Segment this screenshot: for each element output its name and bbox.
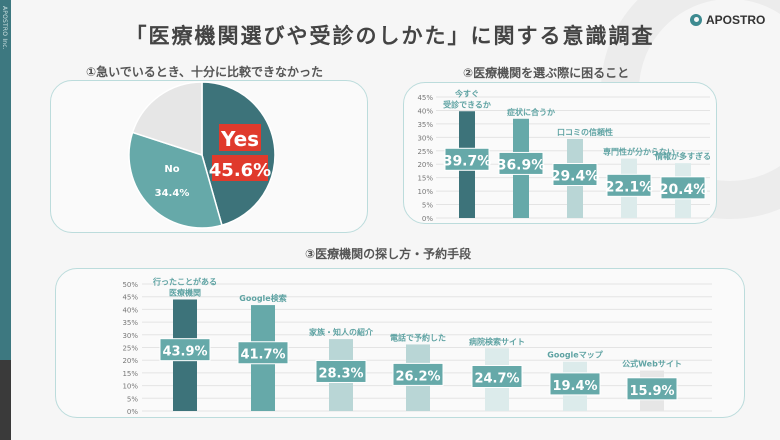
value-label-bg — [626, 377, 678, 401]
value-label-bg — [159, 338, 211, 362]
yes-value-bg — [212, 155, 268, 181]
value-label: 26.2% — [395, 369, 440, 384]
y-tick-label: 0% — [422, 215, 433, 223]
value-label: 41.7% — [240, 348, 285, 363]
value-label: 22.1% — [605, 179, 654, 195]
y-tick-label: 20% — [122, 357, 138, 365]
category-label: 専門性が分からない — [603, 147, 675, 157]
category-label: 今すぐ — [454, 88, 479, 98]
y-tick-label: 40% — [122, 306, 138, 314]
y-tick-label: 40% — [417, 107, 433, 115]
category-label: Google検索 — [239, 293, 286, 303]
category-label: 医療機関 — [169, 287, 201, 297]
value-label-bg — [498, 151, 544, 175]
value-label-bg — [606, 173, 652, 197]
sidebar-stripe — [0, 0, 11, 360]
value-label-bg — [660, 176, 706, 200]
pie-value-yes: 45.6% — [209, 160, 271, 181]
category-label: 症状に合うか — [507, 107, 555, 117]
y-tick-label: 20% — [417, 161, 433, 169]
pie-slice — [131, 81, 203, 157]
y-tick-label: 50% — [122, 281, 138, 289]
category-label: 家族・知人の紹介 — [309, 327, 374, 337]
value-label-bg — [471, 364, 523, 388]
y-tick-label: 0% — [127, 408, 138, 416]
pie-label-no: No — [164, 164, 179, 175]
chart2-title: ②医療機関を選ぶ際に困ること — [463, 66, 630, 80]
value-label-bg — [552, 163, 598, 187]
category-label: 公式Webサイト — [622, 359, 682, 369]
y-tick-label: 25% — [417, 148, 433, 156]
value-label: 36.9% — [497, 157, 546, 173]
company-vertical-text: APOSTRO Inc. — [1, 6, 8, 50]
yes-label-bg — [219, 124, 261, 151]
category-label: 口コミの信頼性 — [557, 127, 613, 137]
category-label: 病院検索サイト — [469, 336, 525, 346]
logo-icon — [690, 14, 702, 26]
value-label: 43.9% — [162, 345, 207, 360]
y-tick-label: 35% — [417, 121, 433, 129]
page-title: 「医療機関選びや受診のしかた」に関する意識調査 — [125, 24, 655, 48]
y-tick-label: 35% — [122, 319, 138, 327]
pie-slice — [201, 81, 276, 227]
value-label: 39.7% — [443, 153, 492, 169]
y-tick-label: 10% — [417, 188, 433, 196]
value-label: 15.9% — [629, 384, 674, 399]
y-tick-label: 15% — [122, 370, 138, 378]
value-label: 28.3% — [318, 366, 363, 381]
value-label-bg — [444, 147, 490, 171]
value-label: 19.4% — [552, 379, 597, 394]
value-label-bg — [549, 372, 601, 396]
y-tick-label: 30% — [417, 134, 433, 142]
category-label: 電話で予約した — [390, 332, 446, 342]
logo-text: APOSTRO — [706, 13, 766, 27]
category-label: 行ったことがある — [152, 276, 217, 286]
category-label: Googleマップ — [547, 350, 603, 360]
value-label: 20.4% — [659, 182, 708, 198]
y-tick-label: 5% — [422, 202, 433, 210]
chart3-title: ③医療機関の探し方・予約手段 — [305, 247, 472, 261]
y-tick-label: 45% — [122, 294, 138, 302]
category-label: 受診できるか — [443, 99, 491, 109]
y-tick-label: 5% — [127, 395, 138, 403]
value-label-bg — [392, 362, 444, 386]
category-label: 情報が多すぎる — [654, 151, 711, 161]
y-tick-label: 30% — [122, 332, 138, 340]
sidebar-stripe-bottom — [0, 360, 11, 440]
pie-value-no: 34.4% — [155, 188, 190, 199]
value-label-bg — [237, 341, 289, 365]
value-label: 24.7% — [474, 371, 519, 386]
y-tick-label: 45% — [417, 94, 433, 102]
chart1-title: ①急いでいるとき、十分に比較できなかった — [86, 65, 323, 79]
pie-label-yes: Yes — [220, 127, 259, 151]
value-label: 29.4% — [551, 169, 600, 185]
logo: APOSTRO — [690, 13, 765, 27]
y-tick-label: 15% — [417, 175, 433, 183]
value-label-bg — [315, 359, 367, 383]
y-tick-label: 10% — [122, 383, 138, 391]
pie-slice — [128, 131, 223, 229]
y-tick-label: 25% — [122, 345, 138, 353]
